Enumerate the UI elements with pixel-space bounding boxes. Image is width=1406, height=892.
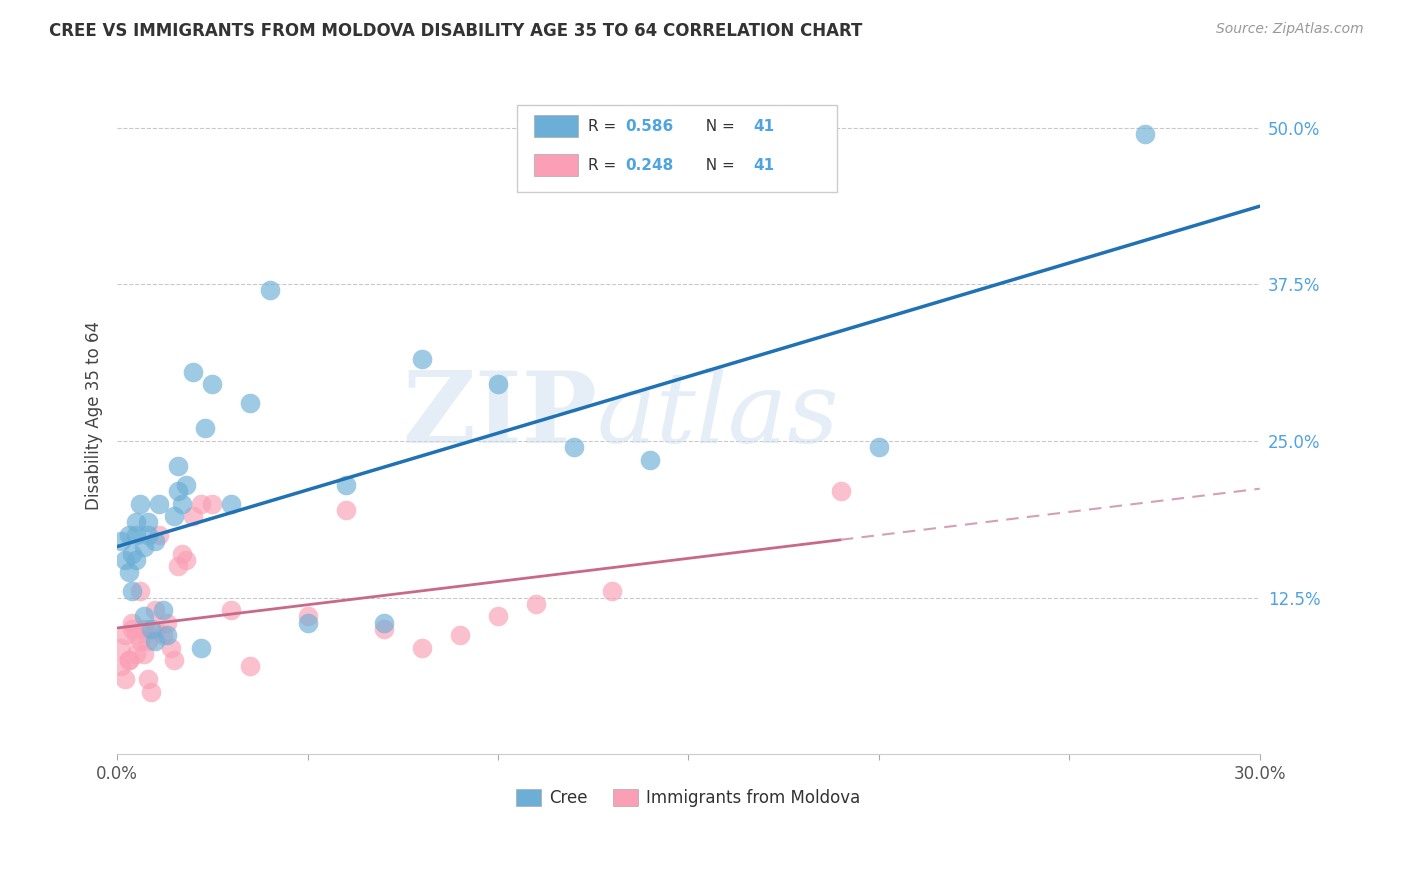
Text: ZIP: ZIP [402,368,598,465]
Point [114,672,136,686]
FancyBboxPatch shape [517,104,837,193]
Point [132,541,155,555]
Point [297,615,319,630]
Point [201,377,224,392]
Point [136,672,159,686]
Point [373,622,395,636]
Point [110,640,132,655]
Point [121,547,143,561]
Point [117,653,139,667]
Point [152,628,174,642]
Point [114,553,136,567]
Point [486,609,509,624]
Point [373,615,395,630]
Point [117,566,139,580]
Point [129,634,152,648]
Point [125,516,148,530]
Point [163,653,186,667]
Point [148,528,170,542]
Point [114,628,136,642]
Y-axis label: Disability Age 35 to 64: Disability Age 35 to 64 [86,321,103,510]
Point [156,615,179,630]
Text: 0.248: 0.248 [626,158,673,173]
Text: R =: R = [588,158,621,173]
Point [141,684,163,698]
Point [1135,127,1157,141]
Point [449,628,471,642]
Point [259,284,281,298]
Point [125,528,148,542]
Point [136,516,159,530]
Point [159,640,181,655]
Point [121,622,143,636]
Text: CREE VS IMMIGRANTS FROM MOLDOVA DISABILITY AGE 35 TO 64 CORRELATION CHART: CREE VS IMMIGRANTS FROM MOLDOVA DISABILI… [49,22,863,40]
Point [221,603,243,617]
Point [190,640,212,655]
Point [110,659,132,673]
Point [121,615,143,630]
Point [640,452,662,467]
Point [167,483,190,498]
Text: 41: 41 [754,119,775,134]
Point [163,509,186,524]
Point [129,584,152,599]
Point [190,497,212,511]
Point [143,622,166,636]
Point [170,547,193,561]
Point [152,603,174,617]
Point [148,497,170,511]
Point [868,440,890,454]
Point [129,497,152,511]
Legend: Cree, Immigrants from Moldova: Cree, Immigrants from Moldova [509,782,868,814]
Point [830,483,852,498]
Point [174,553,197,567]
Point [136,634,159,648]
Point [143,634,166,648]
Point [110,534,132,549]
FancyBboxPatch shape [534,154,578,176]
Point [117,653,139,667]
Point [174,477,197,491]
Point [141,622,163,636]
Point [411,352,433,367]
Point [221,497,243,511]
Point [136,528,159,542]
Text: N =: N = [696,158,740,173]
Point [562,440,585,454]
Text: atlas: atlas [598,368,839,464]
Point [121,584,143,599]
Text: 41: 41 [754,158,775,173]
Point [297,609,319,624]
Text: N =: N = [696,119,740,134]
Point [125,628,148,642]
Point [183,509,205,524]
Point [143,534,166,549]
Point [167,458,190,473]
Point [194,421,217,435]
Point [239,659,262,673]
Point [132,609,155,624]
Point [183,365,205,379]
Point [600,584,623,599]
Point [411,640,433,655]
FancyBboxPatch shape [534,115,578,137]
Point [335,477,357,491]
Point [486,377,509,392]
Text: R =: R = [588,119,621,134]
Point [167,559,190,574]
Point [143,603,166,617]
Point [132,647,155,661]
Point [125,553,148,567]
Point [156,628,179,642]
Point [524,597,547,611]
Point [125,647,148,661]
Point [201,497,224,511]
Text: Source: ZipAtlas.com: Source: ZipAtlas.com [1216,22,1364,37]
Point [335,503,357,517]
Point [170,497,193,511]
Point [239,396,262,410]
Point [132,622,155,636]
Point [117,528,139,542]
Text: 0.586: 0.586 [626,119,673,134]
